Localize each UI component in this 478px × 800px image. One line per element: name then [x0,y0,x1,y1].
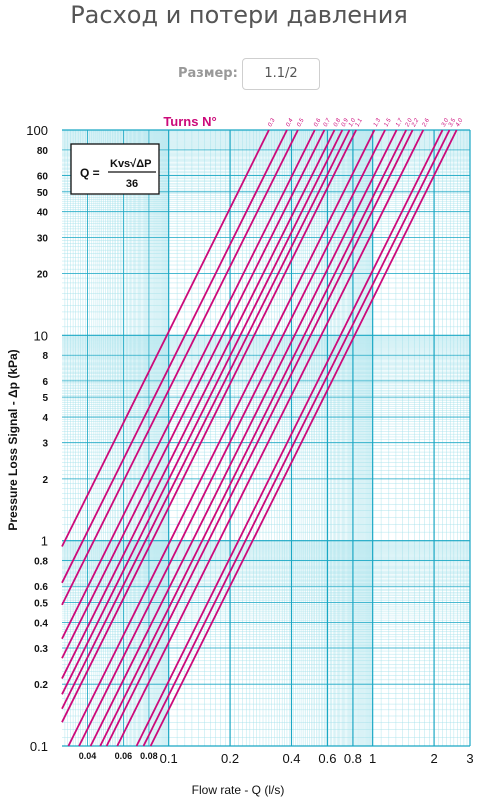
y-tick-label: 0.6 [34,582,48,593]
turns-label: 2.2 [411,117,421,129]
turns-label: 0.8 [333,117,343,128]
turns-label: 2.6 [421,117,431,129]
size-select[interactable]: 1.1/2 [242,58,320,90]
turns-label: 4.0 [455,117,465,128]
size-selector-row: Размер: 1.1/2 [0,58,478,92]
y-axis-label: Pressure Loss Signal - Δp (kPa) [6,349,20,530]
turns-label: 1.1 [355,118,364,128]
formula-box: Q = Kvs√ΔP 36 [70,143,160,195]
turns-curve-3-5 [142,129,451,747]
y-tick-label: 0.3 [34,644,48,655]
turns-label: 1.3 [373,117,383,128]
y-tick-label: 3 [42,439,48,450]
x-tick-label: 0.6 [318,751,336,766]
turns-curve-1-3 [67,129,376,747]
y-tick-label: 1 [41,534,48,549]
y-tick-label: 100 [26,123,48,138]
axes: 0.04 0.06 0.08 0.1 0.2 0.4 0.6 0.8 1 2 30.10.20.30… [26,123,473,766]
pressure-flow-chart: 0.3 0.4 0.5 0.6 0.7 0.80.91.01.1 1.3 1.5 1.7 2.02… [6,114,474,797]
y-tick-label: 4 [42,413,48,424]
turns-label: 0.3 [267,117,277,128]
grid [62,129,471,747]
turns-label: 2.0 [404,117,414,129]
x-tick-label: 2 [430,751,437,766]
turns-curve-1-1 [61,129,357,723]
x-tick-label: 0.06 [115,751,133,761]
turns-label: 0.9 [341,117,351,128]
x-tick-label: 0.2 [221,751,239,766]
x-axis-label: Flow rate - Q (l/s) [192,783,285,797]
size-label: Размер: [178,66,238,81]
formula-denominator: 36 [126,178,138,190]
turns-label: 1.7 [395,117,405,128]
y-tick-label: 60 [37,172,49,183]
turns-curve-0-3 [61,129,270,547]
turns-label: 1.0 [348,117,358,128]
y-tick-label: 30 [37,233,49,244]
turns-label: 3.0 [441,117,451,128]
y-tick-label: 10 [34,328,48,343]
turns-label: 0.5 [296,117,306,128]
turns-curve-0-6 [61,129,316,640]
x-tick-label: 3 [466,751,473,766]
turns-curve-2-0 [99,129,408,747]
y-tick-label: 50 [37,188,49,199]
turns-label: 1.5 [384,117,394,128]
y-tick-label: 6 [42,377,48,388]
turns-curve-1-7 [89,129,398,747]
turns-curve-0-5 [61,129,299,606]
turns-curve-2-6 [116,129,425,747]
x-tick-label: 0.04 [79,751,97,761]
turns-curve-0-7 [61,129,326,659]
turns-label: 0.6 [313,117,323,128]
turns-curve-1-5 [78,129,386,747]
y-tick-label: 5 [42,393,48,404]
y-tick-label: 80 [37,146,49,157]
y-tick-label: 40 [37,208,49,219]
y-tick-label: 0.5 [34,598,48,609]
y-tick-label: 0.4 [34,618,48,629]
x-tick-label: 0.08 [140,751,158,761]
x-tick-label: 0.4 [282,751,300,766]
y-tick-label: 0.1 [30,739,48,754]
turns-label: 0.4 [285,117,295,128]
x-tick-label: 0.8 [344,751,362,766]
curves: 0.3 0.4 0.5 0.6 0.7 0.80.91.01.1 1.3 1.5 1.7 2.02… [61,117,465,747]
turns-curve-1-0 [61,129,351,710]
turns-label: 3.5 [448,117,458,128]
turns-curve-2-2 [105,129,414,747]
formula-lhs: Q = [80,166,100,180]
y-tick-label: 0.8 [34,557,48,568]
y-tick-label: 0.2 [34,680,48,691]
x-tick-label: 1 [369,751,376,766]
y-tick-label: 8 [42,351,48,362]
y-tick-label: 20 [37,270,49,281]
turns-curve-4-0 [149,129,458,747]
turns-label: 0.7 [323,117,333,128]
y-tick-label: 2 [42,475,48,486]
turns-curve-0-8 [61,129,336,679]
turns-curve-3-0 [135,129,444,747]
turns-curve-0-9 [61,129,344,695]
x-tick-label: 0.1 [160,751,178,766]
formula-numerator: Kvs√ΔP [110,158,151,170]
turns-curve-0-4 [61,129,288,584]
page-title: Расход и потери давления [70,1,408,29]
chart-title: Turns N° [163,114,216,129]
